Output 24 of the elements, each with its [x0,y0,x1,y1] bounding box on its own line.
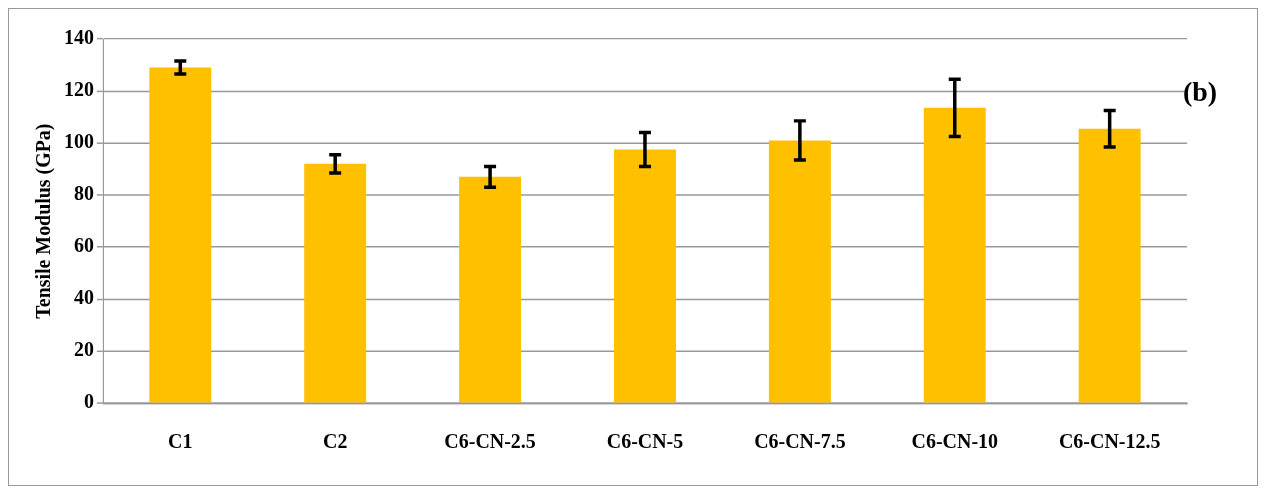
y-tick-label: 140 [63,26,94,49]
bar [1078,128,1141,403]
x-tick-label: C6-CN-10 [911,430,999,453]
y-tick-label: 60 [73,234,94,257]
x-tick-label: C1 [168,430,193,453]
y-tick-label: 0 [83,390,94,413]
x-tick-label: C6-CN-2.5 [444,430,536,453]
y-tick-label: 120 [63,78,94,101]
bar [304,163,367,403]
bar [149,67,212,403]
bar [459,176,522,403]
x-tick-label: C6-CN-12.5 [1058,430,1161,453]
y-axis-title: Tensile Modulus (GPa) [32,123,56,319]
bar [923,107,986,403]
y-tick-label: 80 [73,182,94,205]
y-tick-label: 20 [73,338,94,361]
x-tick-label: C6-CN-5 [606,430,684,453]
x-tick-label: C2 [322,430,348,453]
bar [614,149,676,403]
y-tick-label: 40 [73,286,94,309]
bar [768,140,831,403]
y-tick-label: 100 [63,130,94,153]
x-tick-label: C6-CN-7.5 [754,430,846,453]
annotation: (b) [1182,75,1218,107]
